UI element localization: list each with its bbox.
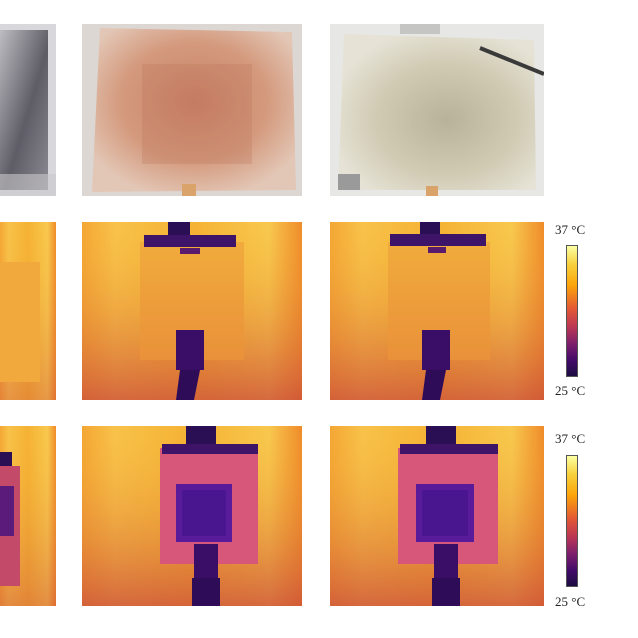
thermal-image-row3-col3 [330, 426, 544, 606]
photo-orange-sample [82, 24, 302, 196]
thermal-image-row3-col1 [0, 426, 56, 606]
thermal-image-row3-col2 [82, 426, 302, 606]
thermal-colorbar [566, 245, 578, 377]
thermal-image-row2-col1 [0, 222, 56, 400]
colorbar-max-label: 37 °C [555, 431, 586, 446]
thermal-image-row2-col3 [330, 222, 544, 400]
thermal-colorbar [566, 455, 578, 587]
photo-beige-sample [330, 24, 544, 196]
photo-gray-sample [0, 24, 56, 196]
colorbar-max-label: 37 °C [555, 222, 586, 237]
colorbar-min-label: 25 °C [555, 594, 586, 609]
colorbar-min-label: 25 °C [555, 383, 586, 398]
thermal-image-row2-col2 [82, 222, 302, 400]
